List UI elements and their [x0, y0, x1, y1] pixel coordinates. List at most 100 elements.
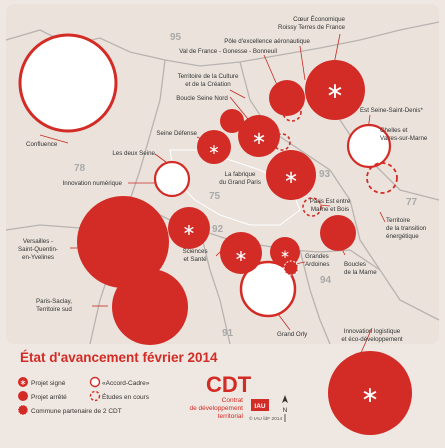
paris-est-label-2: Marne et Bois [311, 206, 349, 213]
iau-logo-text: IAU [254, 403, 266, 410]
logistique-label-1: Innovation logistique [344, 328, 401, 335]
chelles-label-1: Chelles et [380, 127, 408, 134]
cdt-line3: territorial [218, 413, 244, 420]
culture-creation-circle[interactable] [238, 115, 280, 157]
grand-orly-label: Grand Orly [277, 331, 308, 338]
paris-est-circle[interactable] [302, 197, 322, 217]
dept-93-label: 93 [319, 169, 331, 180]
boucles-marne-circle[interactable] [320, 215, 356, 251]
legend-title: État d'avancement février 2014 [20, 350, 218, 365]
versailles-label-3: en-Yvelines [22, 254, 54, 261]
legend-partner-swatch [17, 404, 29, 416]
fabrique-circle[interactable] [266, 150, 316, 200]
versailles-label-1: Versailles - [23, 238, 53, 245]
pole-aero-circle[interactable] [269, 80, 305, 116]
star-icon: ∗ [208, 141, 220, 157]
saclay-label-2: Territoire sud [36, 306, 72, 313]
saclay-circle[interactable] [112, 269, 188, 345]
star-icon: ∗ [361, 382, 379, 407]
paris-est-label-1: Paris Est entre [310, 198, 351, 205]
legend-stopped-swatch [18, 391, 28, 401]
legend-stopped-label: Projet arrêté [31, 394, 67, 401]
chelles-circle[interactable] [366, 162, 398, 194]
dept-92-label: 92 [212, 224, 224, 235]
seine-defense-circle[interactable] [197, 130, 231, 164]
territory-labels: Cœur Économique Roissy Terres de France … [18, 16, 428, 343]
north-label: N [283, 407, 288, 414]
versailles-circle[interactable] [77, 196, 169, 288]
innovation-numerique-circle[interactable] [168, 207, 210, 249]
iau-logo-box [251, 399, 269, 411]
logistique-label-2: et éco-développement [341, 336, 403, 343]
star-icon: ∗ [326, 78, 344, 103]
department-labels: 95 78 93 75 92 77 94 91 [74, 32, 418, 339]
signed-stars: ∗ ∗ ∗ ∗ ∗ ∗ ∗ ∗ [182, 78, 379, 407]
fabrique-label-1: La fabrique [225, 171, 257, 178]
coeur-eco-label-2: Roissy Terres de France [278, 24, 345, 31]
star-icon: ∗ [280, 247, 290, 261]
grand-orly-circle[interactable] [239, 260, 297, 318]
boucle-nord-label: Boucle Seine Nord [176, 95, 228, 102]
est-seine-circle[interactable] [346, 123, 392, 169]
star-icon: ∗ [20, 378, 27, 387]
sciences-sante-circle[interactable] [220, 232, 262, 274]
coeur-economique-circle[interactable] [305, 60, 365, 120]
boucle-nord-circle[interactable] [220, 109, 244, 133]
legend-partner-label: Commune partenaire de 2 CDT [31, 408, 122, 415]
val-de-france-label: Val de France - Gonesse - Bonneuil [179, 48, 277, 55]
transition-label-3: énergétique [386, 233, 419, 240]
grandes-ardoines-circle[interactable] [270, 237, 300, 267]
star-icon: ∗ [251, 128, 266, 148]
transition-label-1: Territoire [386, 217, 411, 224]
chelles-label-2: Vaires-sur-Marne [380, 135, 428, 142]
dept-78-label: 78 [74, 163, 86, 174]
boucles-label-1: Boucles [344, 261, 366, 268]
boucles-label-2: de la Marne [344, 269, 377, 276]
legend-signed-label: Projet signé [31, 380, 66, 387]
cdt-block: CDT Contrat de développement territorial [190, 372, 252, 420]
deux-seine-label: Les deux Seine [112, 150, 155, 157]
pole-aero-label: Pôle d'excellence aéronautique [224, 38, 310, 45]
culture-label-2: et de la Création [185, 81, 231, 88]
versailles-label-2: Saint-Quentin- [18, 246, 58, 253]
innovation-logistique-circle[interactable] [328, 351, 412, 435]
saclay-label-1: Paris-Saclay, [36, 298, 72, 305]
seine-defense-label: Seine Défense [156, 130, 197, 137]
star-icon: ∗ [234, 248, 247, 265]
deux-seine-circle[interactable] [153, 160, 191, 198]
cdt-line1: Contrat [222, 397, 244, 404]
cdt-line2: de développement [190, 405, 244, 412]
dept-77-label: 77 [406, 197, 418, 208]
partner-commune-circle[interactable] [283, 260, 299, 276]
dept-75-label: 75 [209, 191, 221, 202]
transition-label-2: de la transition [386, 225, 427, 232]
north-arrow-icon [282, 395, 288, 403]
culture-label-1: Territoire de la Culture [178, 73, 239, 80]
dept-91-label: 91 [222, 328, 234, 339]
iau-credit: © IAU ÎdF 2014 [249, 415, 282, 422]
est-seine-label: Est Seine-Saint-Denis* [360, 107, 424, 114]
grandes-label-2: Ardoines [305, 261, 329, 268]
legend: État d'avancement février 2014 ∗ Projet … [17, 350, 218, 416]
sciences-label-2: et Santé [183, 256, 207, 263]
north-arrow: N [282, 395, 288, 422]
coeur-eco-label-1: Cœur Économique [293, 16, 345, 23]
cdt-abbr: CDT [206, 372, 252, 397]
sciences-label-1: Sciences [182, 248, 207, 255]
confluence-circle[interactable] [18, 33, 118, 133]
grandes-label-1: Grandes [305, 253, 329, 260]
legend-studies-label: Études en cours [102, 392, 150, 401]
legend-signed-swatch [18, 377, 28, 387]
legend-studies-swatch [89, 390, 101, 402]
legend-accord-swatch [89, 376, 101, 388]
filled-projects [77, 60, 412, 435]
dept-95-label: 95 [170, 32, 182, 43]
accord-cadre-projects [18, 33, 392, 318]
innovation-numerique-label: Innovation numérique [62, 180, 122, 187]
fabrique-label-2: du Grand Paris [219, 179, 261, 186]
star-icon: ∗ [182, 222, 195, 239]
dept-94-label: 94 [320, 275, 332, 286]
star-icon: ∗ [283, 167, 298, 187]
legend-accord-label: «Accord-Cadre» [102, 380, 150, 387]
